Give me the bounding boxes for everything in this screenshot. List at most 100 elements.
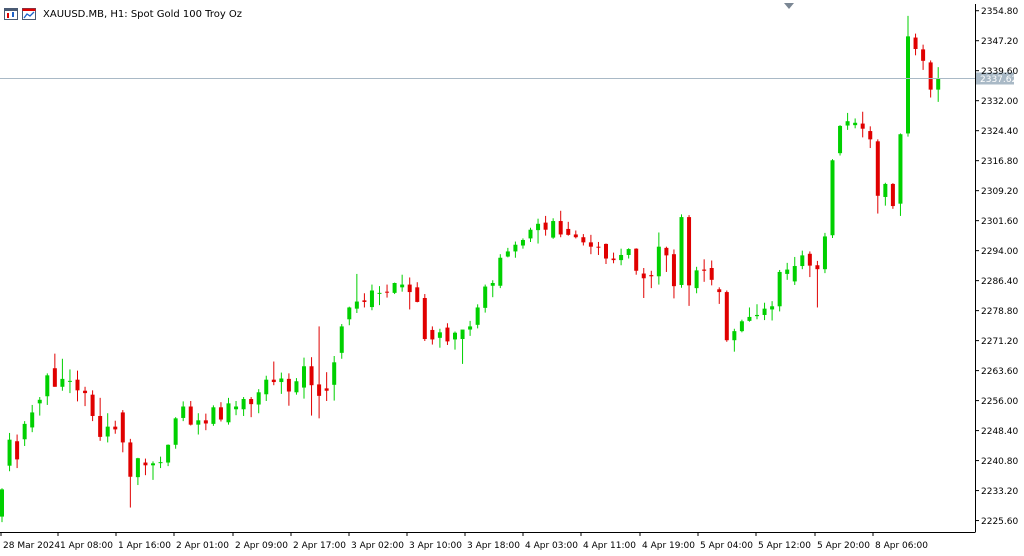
candle-body	[528, 229, 533, 239]
x-tick-label: 3 Apr 02:00	[351, 541, 404, 551]
candle-body	[483, 286, 488, 308]
candle-body	[422, 297, 427, 340]
x-tick-label: 1 Apr 08:00	[60, 541, 113, 551]
candle-body	[211, 407, 216, 424]
candle-body	[369, 290, 374, 308]
chart-title: XAUUSD.MB, H1: Spot Gold 100 Troy Oz	[43, 8, 243, 20]
candle-body	[792, 266, 797, 282]
candle-body	[475, 307, 480, 325]
candle-body	[128, 442, 133, 477]
candle-body	[196, 420, 201, 425]
candle-body	[339, 326, 344, 353]
candle-body	[890, 183, 895, 207]
candle-body	[468, 326, 473, 330]
candle-body	[513, 244, 518, 252]
candle-body	[98, 415, 103, 437]
candle-body	[113, 426, 118, 430]
y-tick-label: 2316.80	[981, 157, 1018, 167]
candle-body	[739, 321, 744, 332]
candle-body	[430, 329, 435, 340]
candle-body	[445, 327, 450, 342]
candle-body	[845, 121, 850, 126]
y-tick-label: 2225.60	[981, 517, 1018, 527]
candle-body	[755, 314, 759, 317]
candles-layer	[0, 15, 941, 523]
candle-body	[928, 62, 933, 90]
candle-body	[188, 406, 193, 425]
candle-body	[807, 253, 812, 266]
candle-body	[437, 332, 442, 338]
candle-body	[588, 242, 593, 247]
y-tick-label: 2294.00	[981, 247, 1018, 257]
candle-body	[641, 273, 646, 279]
candle-body	[505, 251, 510, 257]
candle-body	[30, 412, 35, 428]
candle-body	[234, 406, 239, 410]
current-price-tag	[976, 72, 1014, 85]
y-tick-label: 2286.40	[981, 277, 1018, 287]
chart-window-icon[interactable]	[4, 8, 18, 20]
candle-body	[181, 406, 186, 418]
x-tick-label: 5 Apr 04:00	[700, 541, 753, 551]
candle-body	[362, 300, 367, 302]
candle-body	[453, 332, 457, 340]
x-tick-label: 4 Apr 03:00	[525, 541, 578, 551]
candle-body	[158, 462, 163, 464]
candle-body	[747, 316, 752, 321]
x-tick-label: 4 Apr 11:00	[583, 541, 636, 551]
candle-body	[898, 134, 903, 204]
candle-body	[785, 269, 790, 274]
candle-body	[913, 37, 918, 49]
candle-body	[770, 306, 775, 310]
candle-body	[626, 249, 631, 255]
candle-body	[166, 444, 171, 463]
y-tick-label: 2248.40	[981, 427, 1018, 437]
candle-body	[385, 291, 390, 293]
candle-body	[656, 246, 661, 277]
candle-body	[317, 384, 322, 396]
candle-body	[702, 269, 707, 271]
candle-body	[860, 123, 865, 129]
candle-body	[400, 284, 405, 288]
candle-body	[249, 399, 254, 405]
candle-body	[143, 462, 148, 466]
candle-body	[709, 268, 714, 280]
candle-body	[15, 441, 20, 460]
candle-body	[853, 122, 858, 126]
candle-body	[498, 257, 503, 286]
candle-body	[279, 378, 284, 383]
x-tick-label: 4 Apr 19:00	[642, 541, 695, 551]
candle-body	[90, 394, 95, 416]
candle-body	[822, 236, 827, 270]
symbol-chart-icon[interactable]	[22, 8, 36, 20]
candle-body	[883, 183, 888, 197]
candle-body	[762, 308, 767, 315]
candle-body	[302, 366, 306, 388]
candle-body	[67, 380, 72, 382]
candle-body	[52, 368, 57, 387]
candle-body	[294, 381, 299, 393]
candle-body	[671, 254, 676, 287]
candle-body	[135, 458, 140, 478]
y-tick-label: 2278.80	[981, 307, 1018, 317]
candle-body	[75, 379, 80, 391]
candle-body	[226, 403, 231, 423]
candle-body	[7, 439, 12, 466]
candle-body	[921, 49, 926, 61]
candle-body	[203, 420, 208, 424]
candle-body	[581, 237, 586, 243]
candle-body	[407, 284, 412, 293]
axes-layer: 2354.80 2347.20 2339.60 2332.00 2324.40 2316.…	[0, 3, 1018, 551]
candle-body	[415, 287, 420, 302]
y-tick-label: 2256.00	[981, 397, 1018, 407]
candle-body	[815, 265, 820, 270]
candle-body	[324, 388, 329, 391]
x-tick-label: 28 Mar 2024	[3, 541, 60, 551]
candle-body	[687, 217, 692, 286]
candle-body	[271, 379, 276, 383]
candle-body	[800, 255, 805, 267]
candle-body	[868, 131, 873, 140]
candle-body	[838, 125, 843, 154]
y-tick-label: 2240.80	[981, 457, 1018, 467]
